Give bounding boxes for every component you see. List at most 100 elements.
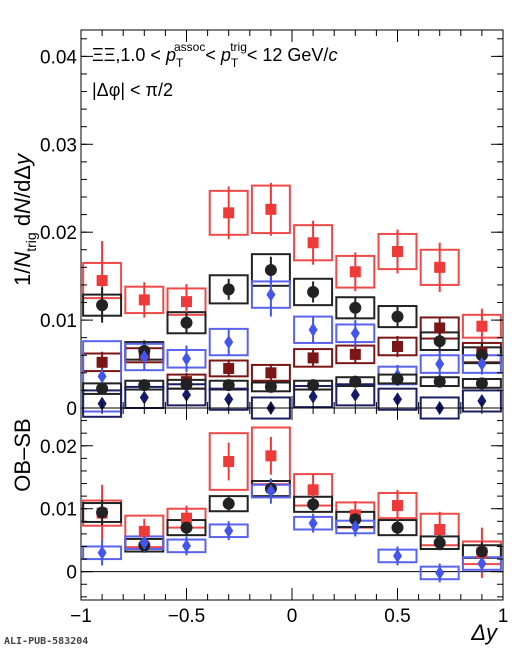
data-point-square (223, 456, 235, 468)
data-point-circle (433, 335, 446, 348)
data-point-diamond (308, 322, 318, 337)
data-point-circle (391, 521, 404, 534)
data-point-square (223, 207, 235, 219)
data-point-diamond (139, 350, 149, 365)
bottom-markers (96, 450, 488, 580)
data-point-square (392, 246, 403, 258)
y-tick-label: 0.03 (40, 135, 77, 156)
data-point-diamond (224, 335, 234, 350)
data-point-diamond (182, 387, 191, 402)
data-point-square (392, 340, 403, 352)
data-point-square (349, 348, 361, 360)
data-point-circle (349, 375, 362, 388)
data-point-circle (222, 497, 235, 510)
data-point-diamond (266, 287, 276, 302)
y-tick-label: 0 (66, 399, 77, 420)
x-tick-label: −1 (70, 606, 92, 627)
bottom-y-ticks (81, 420, 503, 598)
data-point-diamond (97, 545, 107, 560)
data-point-diamond (435, 565, 445, 580)
data-point-circle (222, 379, 235, 392)
data-point-diamond (97, 369, 107, 384)
x-tick-label: −0.5 (168, 606, 206, 627)
top-markers (96, 203, 488, 415)
data-point-diamond (182, 351, 191, 366)
data-point-diamond (350, 519, 360, 534)
data-point-circle (96, 382, 109, 395)
data-point-diamond (477, 556, 487, 571)
bottom-x-ticks (80, 408, 504, 600)
data-point-square (307, 484, 319, 496)
data-point-diamond (224, 392, 234, 407)
data-point-square (181, 296, 192, 308)
data-point-circle (307, 498, 320, 511)
y-tick-label: 0.02 (40, 437, 77, 458)
sys-box (208, 432, 249, 491)
bottom-errorbars (101, 436, 483, 583)
data-point-diamond (139, 390, 149, 405)
data-point-square (434, 322, 446, 334)
top-y-axis-title: 1/Ntrig dN/dΔy (10, 152, 39, 286)
data-point-square (392, 500, 403, 512)
data-point-circle (475, 545, 488, 558)
data-point-square (265, 367, 277, 379)
data-point-circle (180, 316, 193, 329)
y-tick-label: 0.04 (40, 47, 77, 68)
data-point-circle (96, 299, 109, 312)
data-point-square (307, 237, 319, 249)
data-point-diamond (139, 535, 149, 550)
data-point-circle (222, 283, 235, 296)
data-point-circle (138, 379, 151, 392)
data-point-diamond (350, 326, 360, 341)
top-x-ticks (80, 30, 504, 408)
bottom-y-tick-labels: 0 0.01 0.02 (40, 437, 77, 584)
data-point-diamond (224, 523, 234, 538)
data-point-circle (264, 263, 277, 276)
data-point-diamond (477, 357, 487, 372)
data-point-diamond (266, 484, 276, 499)
data-point-diamond (435, 357, 445, 372)
data-point-circle (180, 521, 193, 534)
bottom-panel: 0 0.01 0.02 −1 −0.5 0 0.5 1 OB–SB Δy (10, 407, 508, 645)
data-point-square (96, 356, 108, 368)
legend-line-1: ΞΞ,1.0 < pTassoc< pTtrig< 12 GeV/c (92, 40, 337, 70)
x-axis-title: Δy (470, 620, 499, 645)
watermark: ALI-PUB-583204 (4, 636, 88, 647)
x-tick-label: 1 (498, 606, 509, 627)
top-panel: 0 0.01 0.02 0.03 0.04 ΞΞ,1.0 < pTassoc< pTtr… (10, 29, 504, 420)
x-tick-label: 0 (287, 606, 298, 627)
data-point-circle (180, 378, 193, 391)
data-point-circle (391, 310, 404, 323)
bottom-x-tick-labels: −1 −0.5 0 0.5 1 (70, 606, 508, 627)
legend-xi-symbols: ΞΞ (92, 45, 115, 65)
sys-box (293, 277, 334, 307)
data-point-diamond (182, 538, 191, 553)
y-tick-label: 0.02 (40, 223, 77, 244)
data-point-square (138, 294, 150, 306)
y-tick-label: 0 (66, 563, 77, 584)
data-point-diamond (393, 548, 402, 563)
data-point-square (476, 320, 488, 332)
data-point-circle (475, 377, 488, 390)
bottom-y-axis-title: OB–SB (10, 418, 35, 491)
data-point-circle (391, 372, 404, 385)
data-point-square (349, 266, 361, 278)
data-point-square (434, 523, 446, 535)
y-tick-label: 0.01 (40, 500, 77, 521)
data-point-diamond (308, 516, 318, 531)
data-point-square (223, 362, 235, 374)
data-point-circle (349, 301, 362, 314)
data-point-circle (433, 375, 446, 388)
data-point-square (96, 275, 108, 287)
data-point-square (181, 512, 192, 524)
data-point-circle (349, 513, 362, 526)
top-y-tick-labels: 0 0.01 0.02 0.03 0.04 (40, 47, 77, 420)
data-point-square (138, 525, 150, 537)
legend-line-2: |Δφ| < π/2 (92, 80, 173, 100)
data-point-square (434, 261, 446, 273)
data-point-diamond (308, 389, 318, 404)
y-tick-label: 0.01 (40, 311, 77, 332)
data-point-circle (307, 379, 320, 392)
data-point-circle (96, 506, 109, 519)
